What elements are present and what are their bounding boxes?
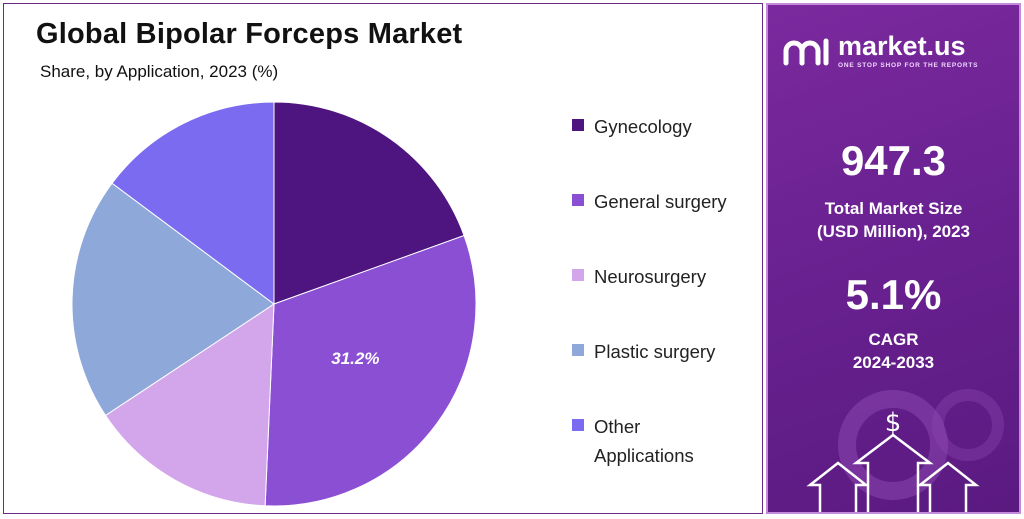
pie-slice-general-surgery	[264, 234, 476, 506]
legend-label: Plastic surgery	[594, 341, 716, 362]
chart-panel: Global Bipolar Forceps Market Share, by …	[3, 3, 763, 514]
legend-label: Neurosurgery	[594, 266, 707, 287]
legend-item-gynecology: Gynecology	[572, 112, 762, 141]
pie-slice-gynecology	[273, 102, 465, 305]
cagr-label-2: 2024-2033	[852, 353, 935, 372]
pie-chart: 31.2%	[72, 102, 476, 506]
legend-swatch	[572, 119, 584, 131]
cagr-value: 5.1%	[845, 271, 942, 318]
pie-slice-plastic-surgery	[72, 182, 275, 417]
market-size-value: 947.3	[840, 137, 947, 184]
legend-swatch	[572, 344, 584, 356]
legend-swatch	[572, 419, 584, 431]
legend-swatch	[572, 194, 584, 206]
market-us-logo-icon	[783, 38, 829, 66]
market-size-label-1: Total Market Size	[824, 199, 963, 218]
legend-swatch	[572, 269, 584, 281]
legend-item-general-surgery: General surgery	[572, 187, 762, 216]
cagr-label-1: CAGR	[868, 330, 919, 349]
legend-label: Gynecology	[594, 116, 692, 137]
legend-item-neurosurgery: Neurosurgery	[572, 262, 762, 291]
legend-label: Other Applications	[594, 416, 694, 466]
chart-subtitle: Share, by Application, 2023 (%)	[40, 62, 279, 81]
pie-slice-other-applications	[111, 102, 275, 305]
brand-tagline: ONE STOP SHOP FOR THE REPORTS	[838, 62, 979, 69]
brand-name: market.us	[838, 31, 966, 61]
growth-arrows-icon: $	[806, 389, 1004, 512]
stats-panel: market.us ONE STOP SHOP FOR THE REPORTS …	[766, 3, 1021, 514]
market-size-label-2: (USD Million), 2023	[816, 222, 971, 241]
legend-label: General surgery	[594, 191, 727, 212]
data-label-general-surgery: 31.2%	[331, 349, 379, 368]
legend-item-other-applications: Other Applications	[572, 412, 762, 470]
legend-item-plastic-surgery: Plastic surgery	[572, 337, 762, 366]
chart-title: Global Bipolar Forceps Market	[36, 18, 463, 50]
pie-slice-neurosurgery	[104, 303, 275, 506]
dollar-icon: $	[885, 408, 902, 438]
